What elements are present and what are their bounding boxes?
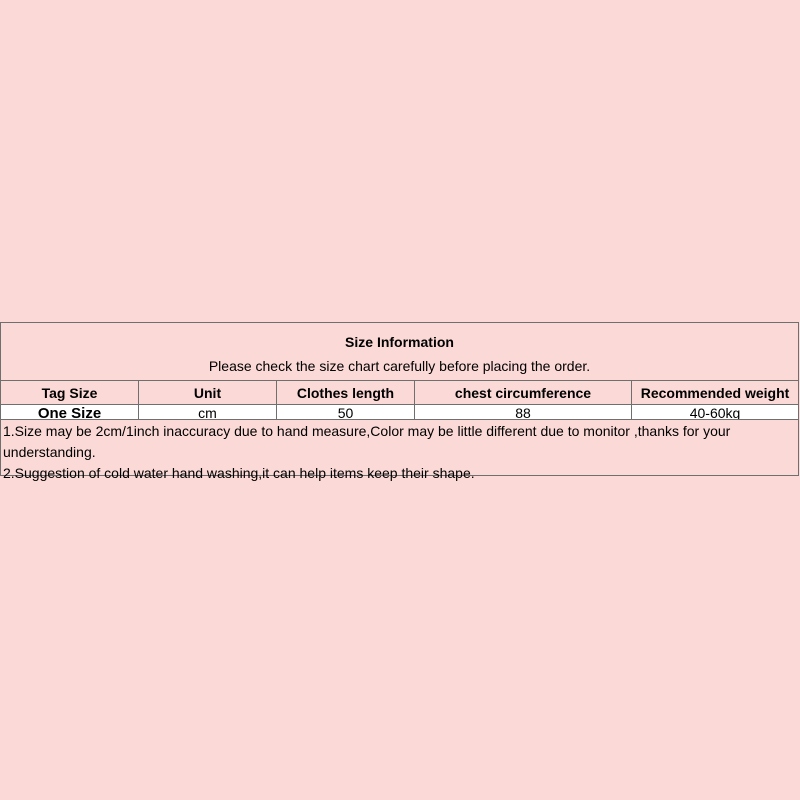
column-header: Clothes length: [277, 381, 415, 404]
note-1: 1.Size may be 2cm/1inch inaccuracy due t…: [3, 423, 731, 460]
column-header: Tag Size: [1, 381, 139, 404]
table-cell: cm: [139, 405, 277, 419]
size-table: Size Information Please check the size c…: [0, 322, 799, 481]
header-row: Tag Size Unit Clothes length chest circu…: [1, 380, 798, 404]
column-header: Recommended weight: [640, 385, 790, 401]
table-row: One Size cm 50 88 40-60kg: [1, 404, 798, 420]
table-cell: 40-60kg: [689, 405, 741, 419]
table-cell: One Size: [1, 405, 139, 419]
notes: 1.Size may be 2cm/1inch inaccuracy due t…: [3, 421, 794, 484]
table-title: Size Information: [345, 334, 454, 350]
table-cell: 88: [415, 405, 632, 419]
table-cell: 50: [277, 405, 415, 419]
column-header: Unit: [139, 381, 277, 404]
note-2: 2.Suggestion of cold water hand washing,…: [3, 465, 475, 481]
table-subtitle: Please check the size chart carefully be…: [208, 358, 591, 374]
column-header: chest circumference: [415, 381, 632, 404]
